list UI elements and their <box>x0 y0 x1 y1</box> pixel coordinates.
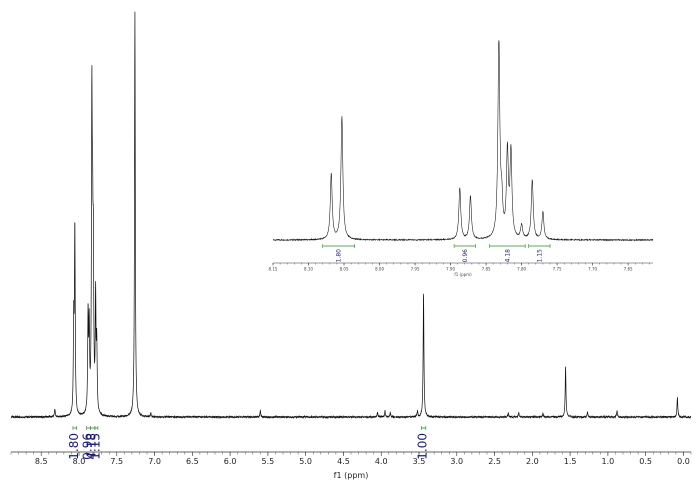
peak-point <box>507 154 508 155</box>
integral-label: 1.80 <box>67 433 81 460</box>
x-tick-label: 4.5 <box>337 457 350 466</box>
peak-point <box>89 336 90 337</box>
x-tick-label: 7.75 <box>553 267 562 272</box>
x-tick-label: 8.0 <box>73 457 86 466</box>
peak-point <box>88 319 89 320</box>
integral-label: 1.80 <box>336 249 343 263</box>
peak-point <box>135 11 136 12</box>
integral-label: 4.18 <box>85 433 99 460</box>
peak-point <box>521 226 522 227</box>
x-tick-label: 8.5 <box>35 457 48 466</box>
x-tick-label: 2.0 <box>526 457 539 466</box>
integral-label: 1.00 <box>416 433 430 460</box>
x-tick-label: 7.85 <box>482 267 491 272</box>
spectrum-trace <box>10 11 692 420</box>
x-tick-label: 4.0 <box>375 457 388 466</box>
peak-point <box>92 271 93 272</box>
integral-label: 1.15 <box>88 433 102 460</box>
x-tick-label: 2.5 <box>488 457 501 466</box>
x-tick-label: 1.0 <box>602 457 615 466</box>
x-tick-label: 5.0 <box>299 457 312 466</box>
peak-point <box>377 412 378 413</box>
x-tick-label: 7.95 <box>411 267 420 272</box>
peak-point <box>565 366 566 367</box>
peak-point <box>677 396 678 397</box>
x-tick-label: 8.05 <box>340 267 349 272</box>
x-tick-label: 7.5 <box>110 457 123 466</box>
x-tick-label: 1.5 <box>564 457 577 466</box>
peak-point <box>96 352 97 353</box>
peak-point <box>342 116 343 117</box>
inset-spectrum: 8.15 8.10 8.05 8.00 7.95 7.90 7.85 7.80 7.75 7.70… <box>269 39 654 277</box>
peak-point <box>331 174 332 175</box>
x-tick-label: 3.0 <box>450 457 463 466</box>
x-tick-label: 8.10 <box>304 267 313 272</box>
peak-point <box>423 291 424 292</box>
peak-point <box>508 413 509 414</box>
x-tick-label: 6.5 <box>186 457 199 466</box>
peak-point <box>93 279 94 280</box>
x-tick-label: 0.5 <box>639 457 652 466</box>
x-tick-label: 7.90 <box>446 267 455 272</box>
x-tick-label: 3.5 <box>413 457 426 466</box>
peak-point <box>499 41 500 42</box>
peak-point <box>417 411 418 412</box>
peak-point <box>470 196 471 197</box>
peak-point <box>518 412 519 413</box>
peak-point <box>260 411 261 412</box>
peak-point <box>501 208 502 209</box>
x-tick-label: 7.80 <box>517 267 526 272</box>
x-tick-label: 6.0 <box>224 457 237 466</box>
peak-point <box>390 413 391 414</box>
x-tick-label: 0.0 <box>677 457 690 466</box>
peak-point <box>511 154 512 155</box>
integral-label: 0.96 <box>462 249 469 263</box>
peak-point <box>73 327 74 328</box>
x-tick-label: 7.0 <box>148 457 161 466</box>
peak-point <box>543 212 544 213</box>
integral-label: 1.15 <box>536 249 543 263</box>
x-tick-label: 7.70 <box>588 267 597 272</box>
integral-label: 4.18 <box>504 249 511 263</box>
peak-point <box>543 413 544 414</box>
x-tick-label: 5.5 <box>262 457 275 466</box>
peak-point <box>532 180 533 181</box>
x-tick-label: 8.00 <box>375 267 384 272</box>
spectrum-trace <box>272 39 654 242</box>
x-tick-label: 8.15 <box>269 267 278 272</box>
peak-point <box>92 120 93 121</box>
peak-point <box>617 411 618 412</box>
peak-point <box>385 411 386 412</box>
peak-point <box>460 188 461 189</box>
x-axis-label: f1 (ppm) <box>454 272 472 277</box>
main-spectrum: 8.5 8.0 7.5 7.0 6.5 6.0 5.5 5.0 4.5 4.0 3.5 3.0 2.5 2… <box>10 11 692 480</box>
peak-point <box>55 409 56 410</box>
peak-point <box>75 230 76 231</box>
integral-label: 0.96 <box>80 433 94 460</box>
peak-point <box>150 413 151 414</box>
peak-point <box>95 303 96 304</box>
x-axis-label: f1 (ppm) <box>334 471 369 480</box>
peak-point <box>587 412 588 413</box>
x-tick-label: 7.65 <box>624 267 633 272</box>
